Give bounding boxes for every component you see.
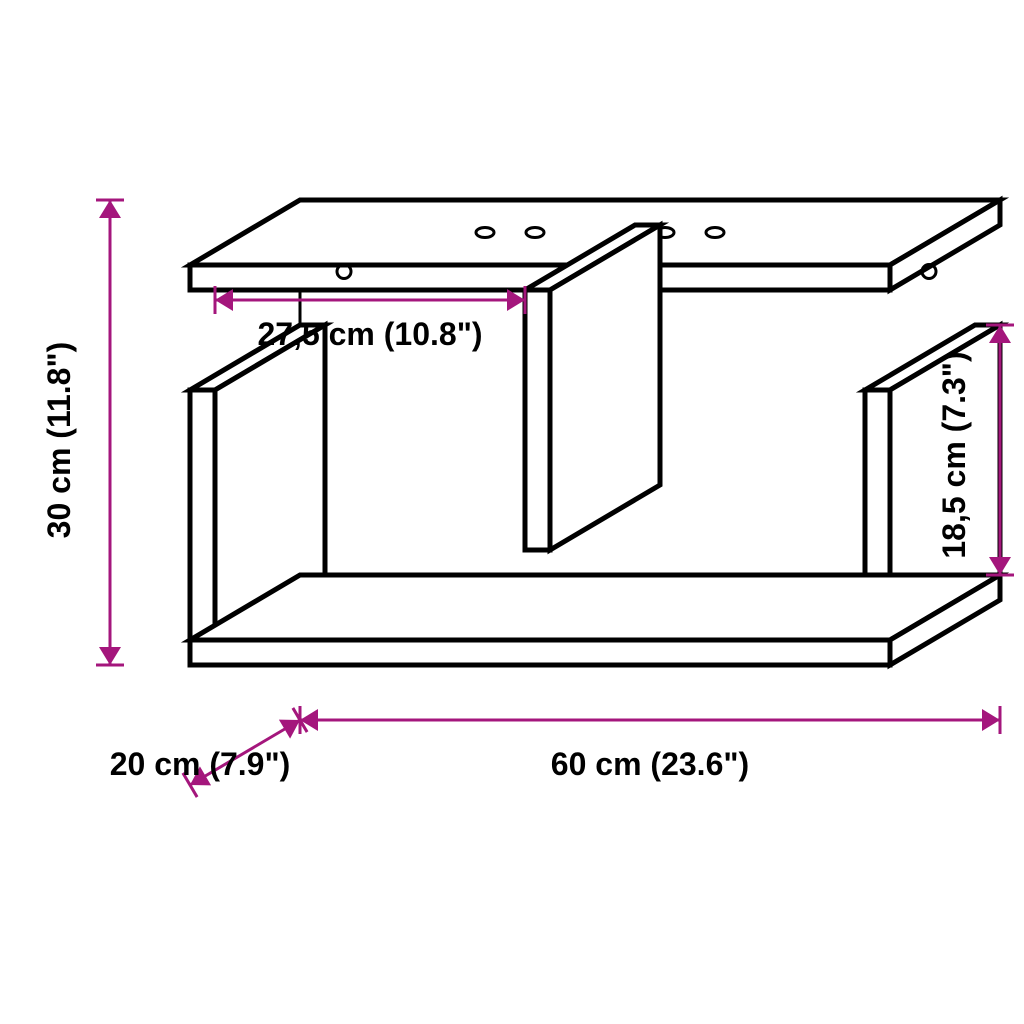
dim-compartment: 27,5 cm (10.8")	[257, 316, 482, 352]
dim-height: 30 cm (11.8")	[41, 342, 77, 539]
dim-depth: 20 cm (7.9")	[110, 746, 291, 782]
dim-panel-height: 18,5 cm (7.3")	[936, 351, 972, 558]
dim-width: 60 cm (23.6")	[551, 746, 749, 782]
